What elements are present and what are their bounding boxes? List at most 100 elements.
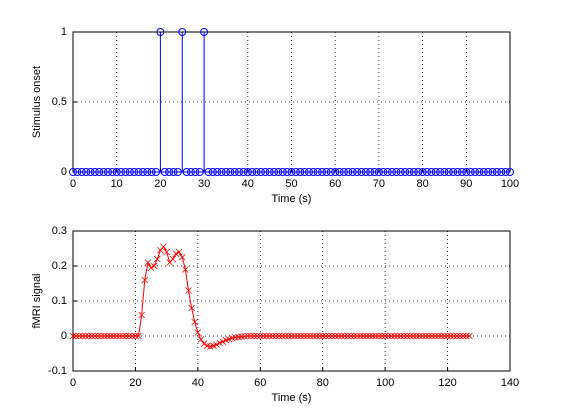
marker [77,168,86,176]
marker [294,332,302,340]
marker [116,332,124,340]
marker [378,332,386,340]
marker [75,332,83,340]
marker [141,276,149,284]
marker [418,168,427,176]
marker [274,168,283,176]
marker [339,168,348,176]
marker [357,168,366,176]
marker [425,332,433,340]
marker [444,332,451,340]
marker [185,287,192,294]
marker [462,168,471,176]
marker [436,168,445,176]
marker [341,332,348,340]
x-tick-label: 20 [154,178,166,190]
x-tick-label: 60 [329,178,341,190]
marker [95,168,104,176]
marker [296,168,305,176]
marker [309,168,318,176]
marker [287,168,296,176]
marker [135,332,142,340]
marker [453,168,462,176]
marker [400,332,408,340]
marker [195,168,204,176]
marker [88,332,96,340]
marker [132,332,139,340]
marker [347,332,355,340]
marker [175,248,183,256]
x-tick-label: 80 [317,377,329,389]
marker [379,168,388,176]
marker [285,332,292,340]
marker [265,168,274,176]
marker [269,332,277,340]
marker [79,332,86,340]
marker [130,168,139,176]
marker [313,332,320,340]
marker [325,332,333,340]
marker [150,262,158,270]
marker [392,168,401,176]
marker [361,168,370,176]
marker [297,332,305,340]
marker [69,332,77,340]
y-tick-label: 0.2 [52,260,67,272]
marker [459,332,467,340]
marker [99,168,108,176]
marker [252,168,261,176]
marker [191,168,200,176]
marker [82,332,89,340]
marker [501,168,510,176]
marker [129,332,136,340]
marker [107,332,114,340]
marker [152,168,161,176]
marker [239,168,248,176]
y-axis-label: fMRI signal [31,273,43,328]
marker [100,332,108,340]
marker [122,332,130,340]
marker [138,168,147,176]
marker [318,168,327,176]
axes-background [73,231,510,371]
marker [414,168,423,176]
y-tick-label: 1 [61,26,67,38]
x-tick-label: 0 [70,377,76,389]
y-tick-label: 0 [61,330,67,342]
marker [322,332,330,340]
marker [104,332,111,340]
axes-frame [72,230,511,372]
marker [396,168,405,176]
x-tick-label: 10 [111,178,123,190]
marker [291,332,298,340]
x-tick-label: 120 [438,377,456,389]
x-tick-label: 70 [373,178,385,190]
marker [278,168,287,176]
marker [94,332,102,340]
marker [369,332,376,340]
marker [256,168,265,176]
marker [335,168,344,176]
marker [200,28,209,36]
marker [479,168,488,176]
marker [178,28,187,36]
marker [117,168,126,176]
marker [456,332,464,340]
marker [353,168,362,176]
x-axis-label: Time (s) [272,392,312,404]
marker [208,168,217,176]
marker [300,332,308,340]
marker [243,168,252,176]
marker [112,168,121,176]
marker [381,332,389,340]
marker [72,332,80,340]
marker [431,168,440,176]
y-tick-label: 0.5 [52,96,67,108]
marker [466,168,475,176]
marker [247,332,255,340]
x-tick-label: 20 [129,377,141,389]
x-tick-label: 40 [192,377,204,389]
x-tick-label: 0 [70,178,76,190]
marker [281,332,289,340]
marker [326,168,335,176]
